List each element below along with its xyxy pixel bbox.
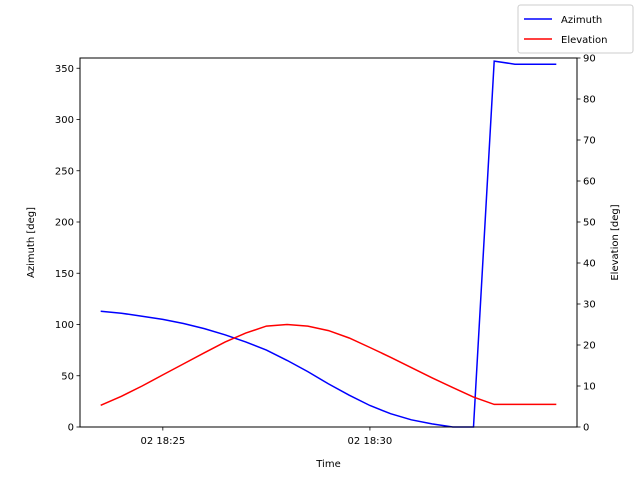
right-y-tick-label: 0 <box>583 423 589 434</box>
x-axis-label: Time <box>315 459 340 470</box>
left-y-axis-label: Azimuth [deg] <box>26 207 37 278</box>
right-y-tick-label: 80 <box>583 95 596 106</box>
right-y-tick-label: 60 <box>583 177 596 188</box>
series-layer <box>100 60 557 428</box>
left-y-tick-label: 50 <box>61 371 74 382</box>
x-tick-label: 02 18:30 <box>348 436 393 447</box>
left-y-tick-label: 100 <box>55 320 74 331</box>
x-tick-label: 02 18:25 <box>140 436 185 447</box>
legend-label-azimuth: Azimuth <box>561 15 602 26</box>
right-y-tick-label: 10 <box>583 382 596 393</box>
plot-frame <box>79 57 578 428</box>
right-y-tick-label: 20 <box>583 341 596 352</box>
left-y-axis: 0 50 100 150 200 250 300 350 <box>55 64 80 434</box>
x-axis: 02 18:25 02 18:30 <box>140 427 392 447</box>
right-y-tick-label: 30 <box>583 300 596 311</box>
series-line-elevation <box>100 323 557 406</box>
legend: Azimuth Elevation <box>517 4 634 54</box>
left-y-tick-label: 350 <box>55 64 74 75</box>
right-y-axis: 0 10 20 30 40 50 60 70 80 90 <box>577 54 596 434</box>
left-y-tick-label: 0 <box>68 423 74 434</box>
right-y-tick-label: 90 <box>583 54 596 65</box>
legend-label-elevation: Elevation <box>561 35 607 46</box>
left-y-tick-label: 200 <box>55 218 74 229</box>
left-y-tick-label: 300 <box>55 115 74 126</box>
legend-box <box>517 4 634 54</box>
right-y-axis-label: Elevation [deg] <box>610 204 621 280</box>
left-y-tick-label: 250 <box>55 166 74 177</box>
right-y-tick-label: 40 <box>583 259 596 270</box>
right-y-tick-label: 70 <box>583 136 596 147</box>
series-line-azimuth <box>100 60 557 428</box>
right-y-tick-label: 50 <box>583 218 596 229</box>
left-y-tick-label: 150 <box>55 269 74 280</box>
